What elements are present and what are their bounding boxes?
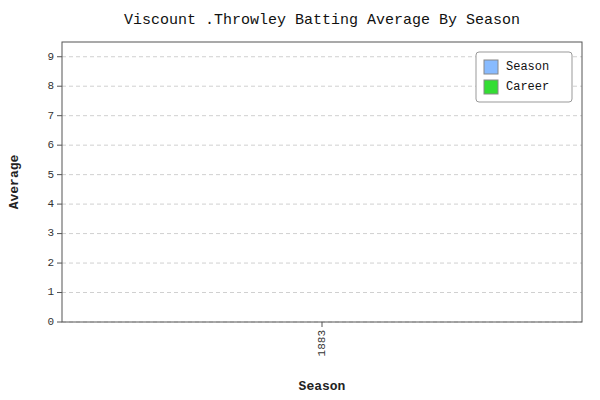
y-axis: 0 1 2 3 4 5 6 7 8 9 xyxy=(47,51,62,328)
y-tick xyxy=(57,174,62,175)
grid-line xyxy=(62,263,582,264)
legend-swatch xyxy=(484,60,498,74)
legend-label: Season xyxy=(506,60,549,74)
grid-line xyxy=(62,204,582,205)
legend-box xyxy=(476,52,572,102)
x-axis: 1883 xyxy=(316,322,328,356)
y-tick xyxy=(57,145,62,146)
title: Viscount .Throwley Batting Average By Se… xyxy=(124,12,520,29)
y-tick xyxy=(57,233,62,234)
grid-line xyxy=(62,174,582,175)
grid-line xyxy=(62,292,582,293)
y-tick-label: 1 xyxy=(47,286,54,298)
y-tick-label: 8 xyxy=(47,80,54,92)
legend: Season Career xyxy=(476,52,572,102)
chart: 0 1 2 3 4 5 6 7 8 9 1883 Season Average Viscount .Thr… xyxy=(0,0,600,400)
grid-line xyxy=(62,115,582,116)
grid-line xyxy=(62,233,582,234)
y-tick-label: 7 xyxy=(47,110,54,122)
y-tick xyxy=(57,86,62,87)
y-tick xyxy=(57,322,62,323)
plot-frame xyxy=(62,42,582,322)
x-tick-label: 1883 xyxy=(316,330,328,356)
x-tick xyxy=(322,322,323,327)
chart-container: 0 1 2 3 4 5 6 7 8 9 1883 Season Average Viscount .Thr… xyxy=(0,0,600,400)
y-tick-label: 2 xyxy=(47,257,54,269)
x-axis-label: Season xyxy=(299,379,346,394)
y-tick xyxy=(57,292,62,293)
y-tick xyxy=(57,263,62,264)
y-tick xyxy=(57,115,62,116)
y-tick-label: 5 xyxy=(47,169,54,181)
y-axis-label: Average xyxy=(7,154,22,209)
y-tick-label: 9 xyxy=(47,51,54,63)
y-tick-label: 6 xyxy=(47,139,54,151)
legend-swatch xyxy=(484,80,498,94)
y-tick xyxy=(57,204,62,205)
y-tick-label: 0 xyxy=(47,316,54,328)
grid-line xyxy=(62,145,582,146)
y-tick-label: 4 xyxy=(47,198,54,210)
legend-label: Career xyxy=(506,80,549,94)
y-tick xyxy=(57,56,62,57)
y-tick-label: 3 xyxy=(47,227,54,239)
